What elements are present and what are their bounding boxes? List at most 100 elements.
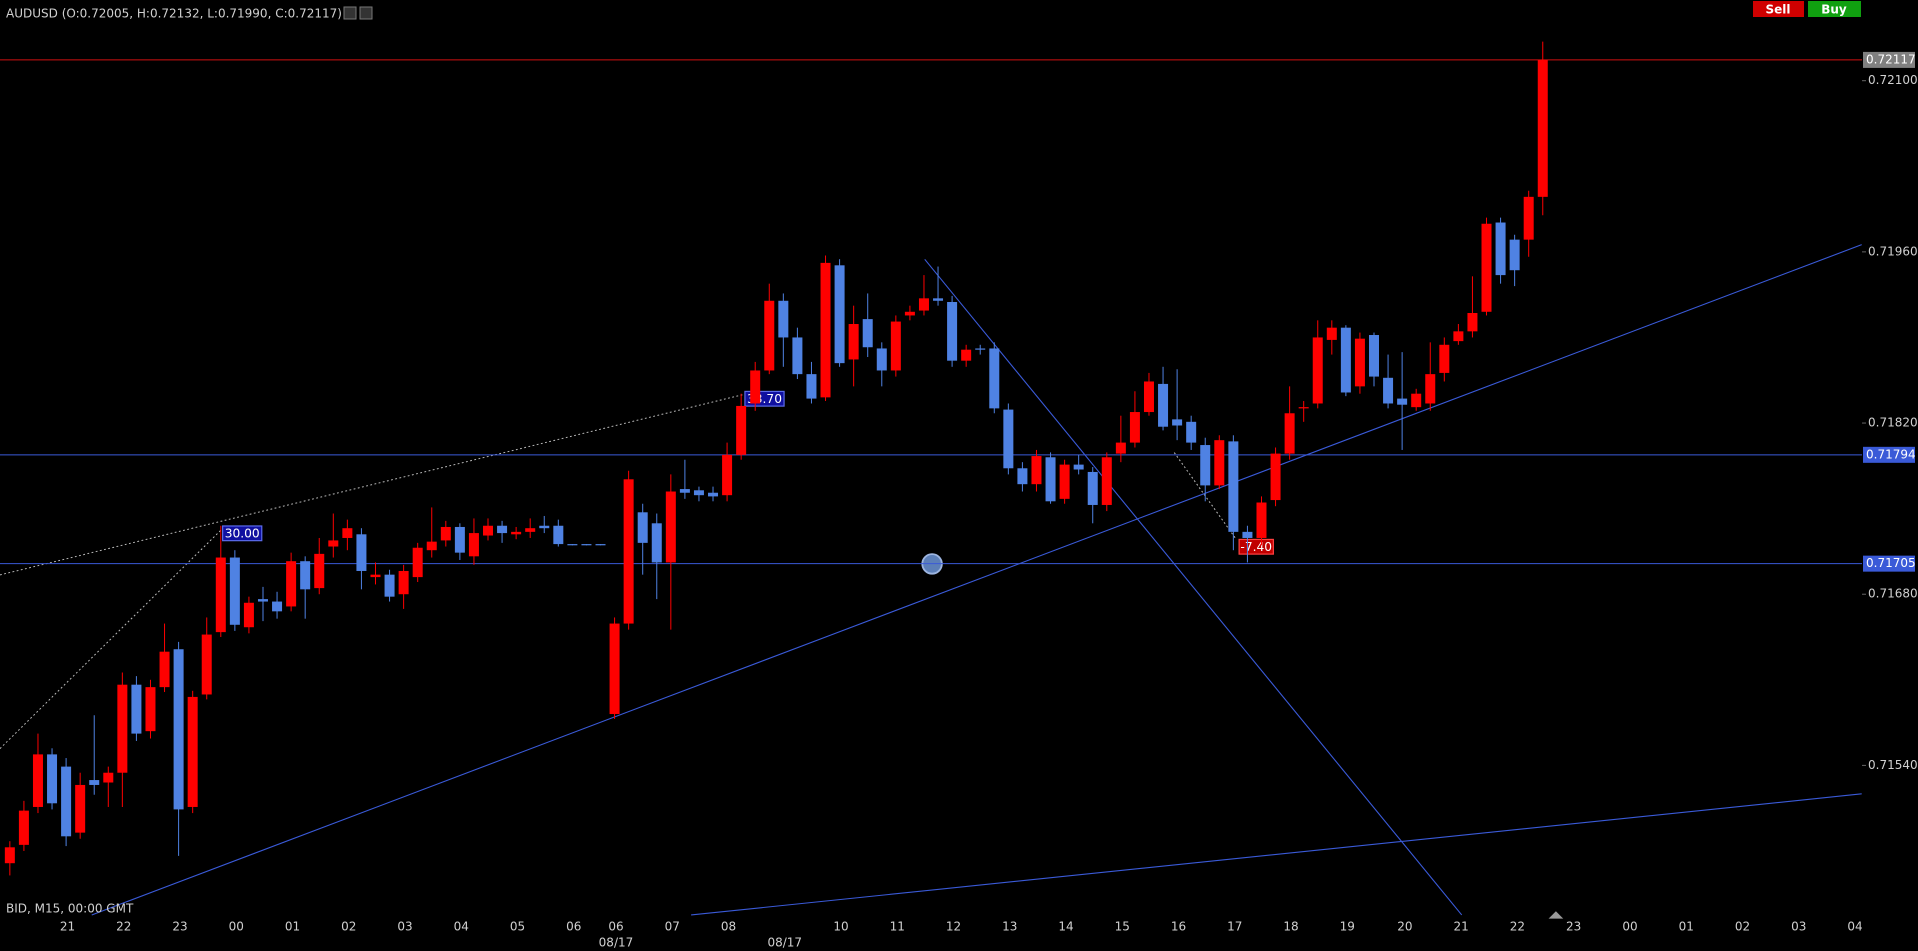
candle-body: [904, 311, 915, 316]
trend-line: [924, 258, 1463, 916]
candle-body: [876, 348, 887, 371]
x-tick-label: 06: [608, 920, 623, 934]
candle-body: [820, 262, 831, 398]
candle-body: [1087, 471, 1098, 505]
candle-body: [722, 454, 733, 496]
candle-body: [89, 780, 100, 785]
candle-body: [1186, 421, 1197, 443]
candle-body: [342, 528, 353, 538]
x-tick-label: 21: [1454, 920, 1469, 934]
x-tick-label: 20: [1397, 920, 1412, 934]
candle-body: [75, 784, 86, 833]
candle-body: [1115, 442, 1126, 454]
price-label: 0.71705: [1866, 556, 1916, 570]
candle-body: [637, 512, 648, 543]
candle-body: [1256, 502, 1267, 538]
candle-body: [1383, 377, 1394, 404]
candle-body: [243, 602, 254, 628]
candle-body: [567, 544, 578, 546]
candle-body: [975, 348, 986, 350]
candle-body: [848, 324, 859, 360]
candle-body: [61, 766, 72, 837]
candle-body: [609, 623, 620, 715]
candle-body: [1467, 313, 1478, 332]
candle-body: [117, 684, 128, 773]
x-tick-label: 03: [1791, 920, 1806, 934]
x-tick-label: 01: [285, 920, 300, 934]
candle-body: [1326, 327, 1337, 340]
price-label-box: [1863, 555, 1915, 572]
candle-body: [300, 561, 311, 590]
candle-body: [918, 298, 929, 311]
dotted-line: [0, 393, 747, 576]
buy-label[interactable]: Buy: [1821, 3, 1847, 17]
candle-body: [1129, 412, 1140, 443]
candle-body: [1101, 457, 1112, 505]
candle-body: [1270, 453, 1281, 501]
candle-body: [1368, 335, 1379, 377]
x-tick-label: 19: [1340, 920, 1355, 934]
x-tick-label: 01: [1679, 920, 1694, 934]
candle-body: [1425, 374, 1436, 404]
candle-body: [1411, 393, 1422, 408]
candle-body: [1017, 468, 1028, 485]
candle-body: [1354, 338, 1365, 387]
candle-body: [511, 531, 522, 535]
candle-body: [1143, 381, 1154, 413]
y-tick-label: 0.71820: [1868, 416, 1918, 430]
date-label: 08/17: [599, 936, 634, 950]
candle-body: [272, 601, 283, 612]
candle-body: [173, 649, 184, 810]
candle-body: [1003, 409, 1014, 469]
candle-body: [286, 561, 297, 607]
icon: [359, 6, 373, 20]
x-tick-label: 12: [946, 920, 961, 934]
drawings: 30.00 33.70 -7.40: [0, 244, 1862, 919]
candle-body: [834, 265, 845, 364]
candle-body: [328, 540, 339, 547]
x-tick-label: 07: [665, 920, 680, 934]
candle-body: [595, 544, 606, 546]
sell-button[interactable]: [1753, 1, 1804, 17]
x-tick-label: 06: [566, 920, 581, 934]
candle-body: [159, 651, 170, 688]
y-tick-label: 0.72100: [1868, 73, 1918, 87]
candle-body: [525, 528, 536, 532]
candle-body: [1495, 222, 1506, 276]
candle-body: [497, 525, 508, 534]
candle-body: [356, 534, 367, 571]
candle-body: [483, 525, 494, 536]
candle-body: [665, 491, 676, 563]
candle-body: [651, 523, 662, 563]
candle-body: [736, 405, 747, 455]
price-label: 0.71794: [1866, 447, 1916, 461]
marker: [1548, 911, 1564, 919]
candle-body: [1228, 441, 1239, 532]
buy-button[interactable]: [1808, 1, 1861, 17]
x-tick-label: 22: [116, 920, 131, 934]
y-tick-label: 0.71680: [1868, 587, 1918, 601]
candle-body: [539, 525, 550, 529]
candle-body: [1453, 331, 1464, 342]
candle-body: [257, 599, 268, 602]
annotation: -7.40: [1240, 540, 1272, 554]
x-tick-label: 02: [341, 920, 356, 934]
candle-body: [131, 684, 142, 734]
candle-body: [32, 754, 43, 807]
candle-body: [1200, 445, 1211, 486]
sell-label[interactable]: Sell: [1765, 3, 1790, 17]
icon: [343, 6, 357, 20]
x-tick-label: 11: [890, 920, 905, 934]
x-tick-label: 05: [510, 920, 525, 934]
candle-body: [103, 772, 114, 783]
trend-line: [91, 244, 1862, 916]
x-tick-label: 10: [833, 920, 848, 934]
candle-body: [468, 533, 479, 557]
candle-body: [412, 547, 423, 578]
candle-body: [553, 525, 564, 545]
price-label-box: [1863, 51, 1915, 68]
candle-body: [1397, 398, 1408, 405]
x-tick-label: 08: [721, 920, 736, 934]
candle-body: [314, 553, 325, 589]
